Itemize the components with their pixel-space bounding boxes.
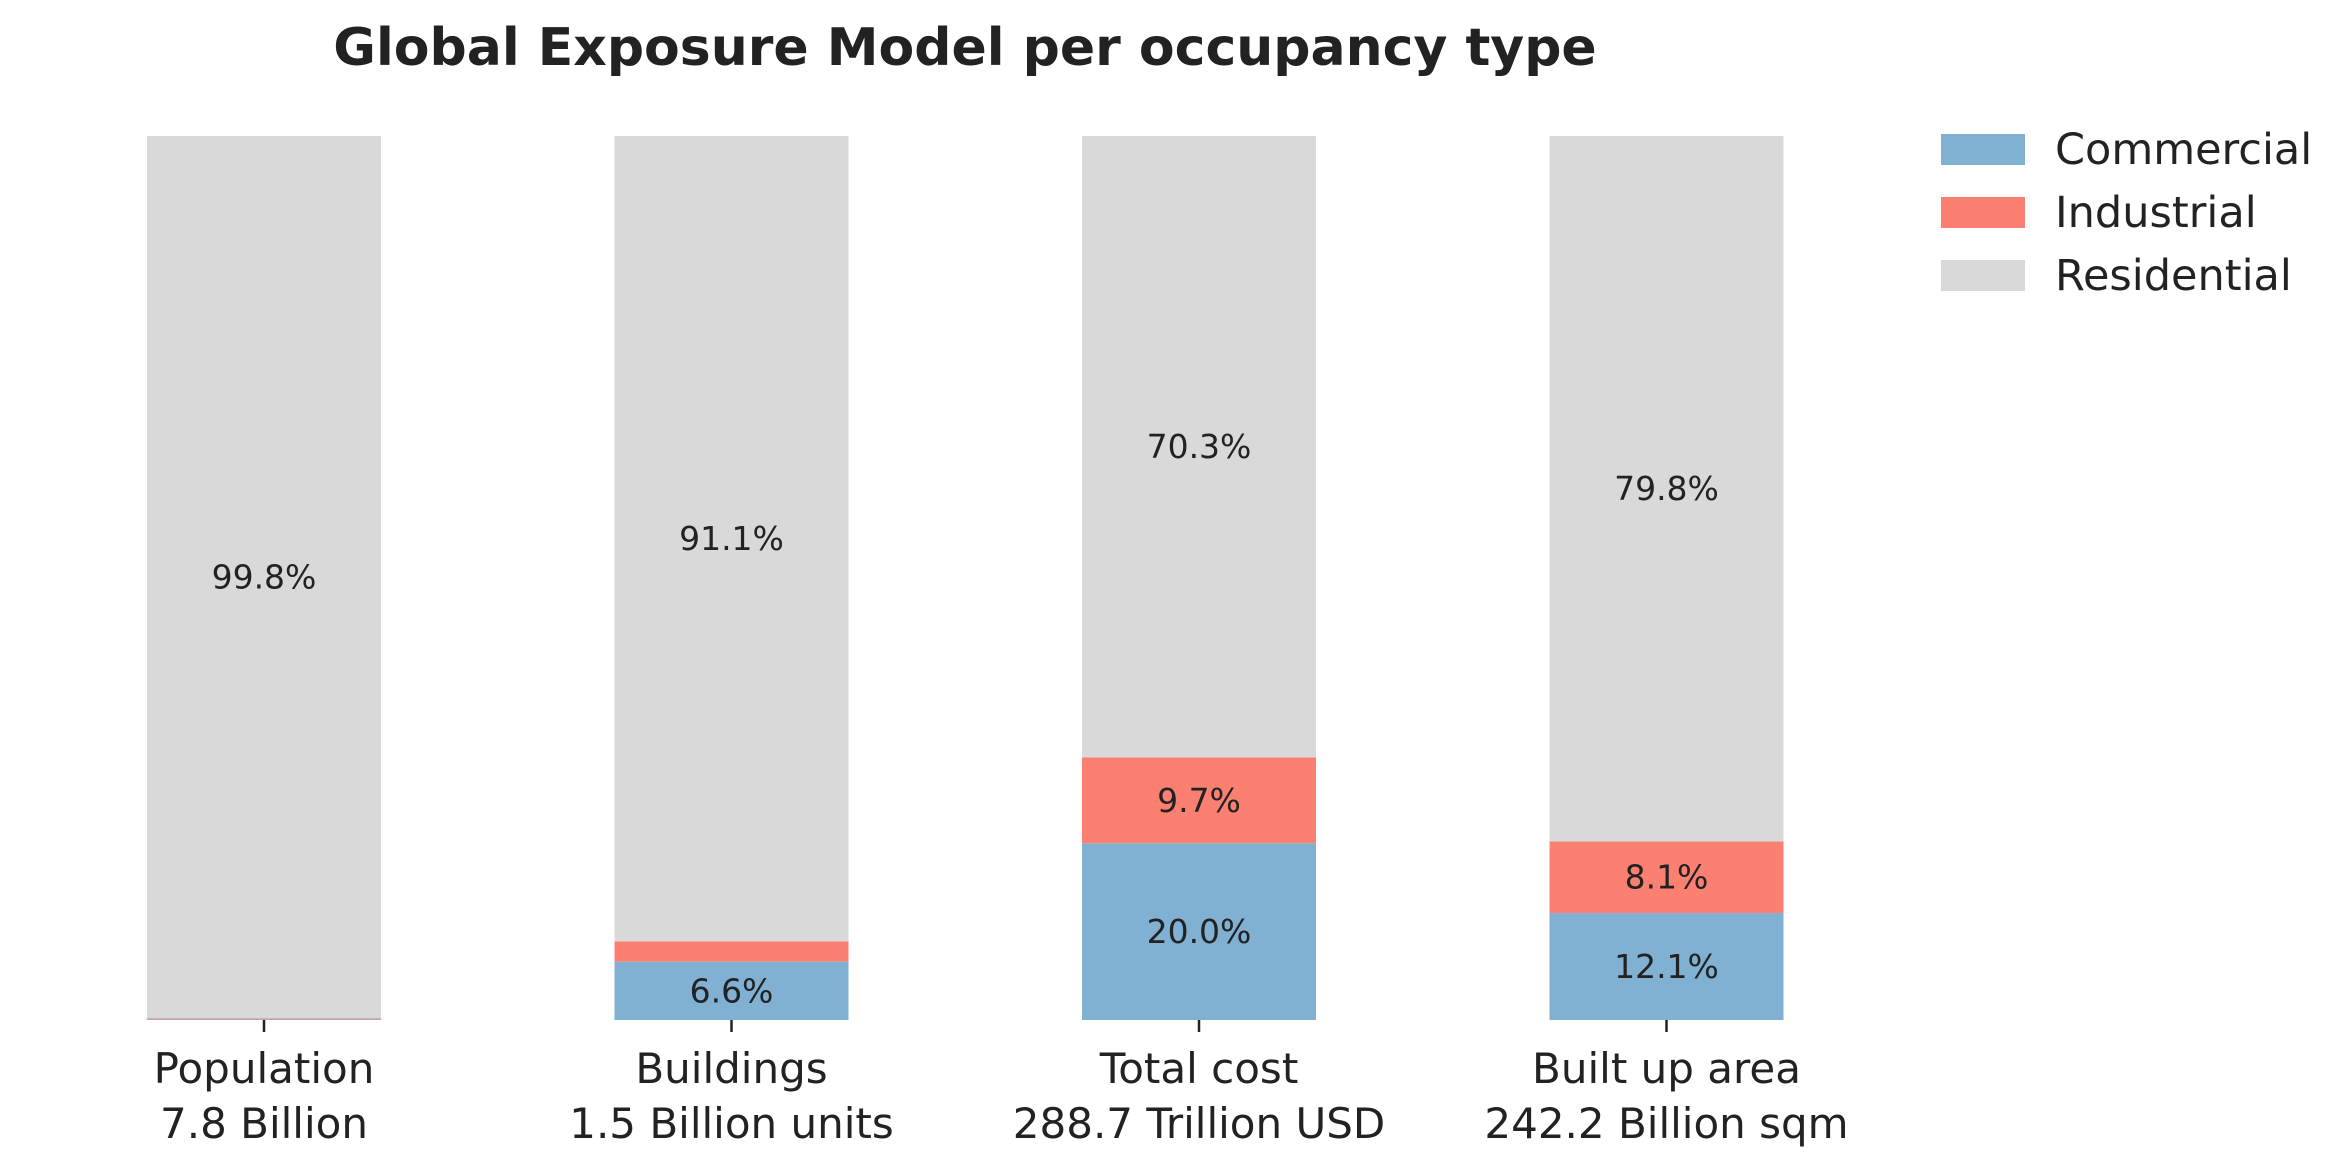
x-tick-total-4: 242.2 Billion sqm bbox=[1484, 1099, 1848, 1148]
data-label-industrial-3: 9.7% bbox=[1157, 781, 1241, 820]
x-tick-total-3: 288.7 Trillion USD bbox=[1013, 1099, 1385, 1148]
bar-industrial-3 bbox=[1082, 757, 1316, 844]
x-tick-label-1: Population bbox=[154, 1044, 375, 1093]
x-tick-total-1: 7.8 Billion bbox=[160, 1099, 368, 1148]
data-label-commercial-4: 12.1% bbox=[1614, 947, 1719, 986]
bar-residential-4 bbox=[1549, 136, 1784, 842]
bars-group bbox=[147, 136, 1784, 1020]
data-label-residential-4: 79.8% bbox=[1614, 469, 1719, 508]
bar-residential-2 bbox=[614, 136, 849, 942]
x-tick-label-4: Built up area bbox=[1532, 1044, 1801, 1093]
chart-title: Global Exposure Model per occupancy type bbox=[333, 18, 1596, 78]
legend-swatch-commercial bbox=[1941, 134, 2025, 165]
legend-label-commercial: Commercial bbox=[2055, 125, 2312, 175]
bar-commercial-1 bbox=[147, 1019, 381, 1020]
bar-commercial-4 bbox=[1549, 913, 1784, 1020]
data-labels-group: 99.8% 6.6% 91.1% 20.0% 9.7% 70.3% 12.1% 8.1% 79.… bbox=[212, 427, 1719, 1010]
legend-label-residential: Residential bbox=[2055, 251, 2292, 301]
bar-residential-1 bbox=[147, 136, 381, 1019]
legend-label-industrial: Industrial bbox=[2055, 188, 2257, 238]
data-label-commercial-2: 6.6% bbox=[690, 971, 774, 1010]
bar-industrial-4 bbox=[1549, 841, 1784, 914]
x-tick-label-2: Buildings bbox=[635, 1044, 827, 1093]
data-label-residential-1: 99.8% bbox=[212, 558, 317, 597]
data-label-industrial-4: 8.1% bbox=[1625, 858, 1709, 897]
bar-industrial-2 bbox=[614, 941, 849, 962]
data-label-commercial-3: 20.0% bbox=[1147, 912, 1252, 951]
bar-residential-3 bbox=[1082, 136, 1316, 758]
data-label-residential-3: 70.3% bbox=[1147, 427, 1252, 466]
bar-commercial-3 bbox=[1082, 843, 1316, 1020]
bar-industrial-1 bbox=[147, 1018, 381, 1020]
x-tick-label-3: Total cost bbox=[1099, 1044, 1299, 1093]
x-axis: Population 7.8 Billion Buildings 1.5 Billio… bbox=[154, 1020, 1849, 1148]
legend-swatch-residential bbox=[1941, 260, 2025, 291]
data-label-residential-2: 91.1% bbox=[679, 519, 784, 558]
bar-commercial-2 bbox=[614, 961, 849, 1020]
legend: Commercial Industrial Residential bbox=[1941, 125, 2312, 301]
legend-swatch-industrial bbox=[1941, 197, 2025, 228]
x-tick-total-2: 1.5 Billion units bbox=[569, 1099, 894, 1148]
